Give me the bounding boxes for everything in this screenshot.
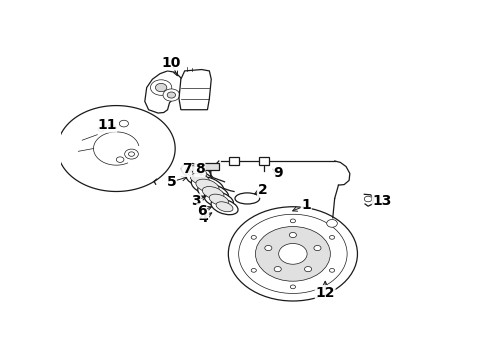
- Text: 9: 9: [273, 166, 283, 180]
- Ellipse shape: [209, 194, 228, 206]
- Ellipse shape: [204, 191, 234, 208]
- Circle shape: [274, 266, 281, 272]
- Ellipse shape: [181, 163, 211, 181]
- Text: 3: 3: [191, 194, 201, 208]
- Circle shape: [364, 196, 372, 202]
- Ellipse shape: [186, 171, 214, 187]
- Circle shape: [304, 266, 312, 272]
- Text: 6: 6: [197, 204, 207, 218]
- Circle shape: [255, 226, 330, 281]
- Circle shape: [290, 219, 295, 223]
- Ellipse shape: [202, 186, 224, 199]
- Text: 8: 8: [195, 162, 205, 176]
- Ellipse shape: [235, 193, 260, 204]
- Circle shape: [290, 285, 295, 289]
- Circle shape: [251, 235, 256, 239]
- Text: 5: 5: [167, 175, 176, 189]
- Text: 7: 7: [182, 162, 192, 176]
- Text: 4: 4: [199, 211, 209, 225]
- Text: 13: 13: [372, 194, 392, 208]
- FancyBboxPatch shape: [203, 163, 219, 170]
- Text: 10: 10: [162, 55, 181, 69]
- Polygon shape: [179, 69, 211, 110]
- Text: 2: 2: [258, 183, 268, 197]
- Circle shape: [241, 194, 253, 203]
- Ellipse shape: [198, 184, 228, 202]
- Circle shape: [155, 84, 167, 92]
- Circle shape: [150, 80, 172, 95]
- Circle shape: [228, 207, 358, 301]
- Circle shape: [265, 246, 272, 251]
- Ellipse shape: [191, 176, 223, 195]
- FancyBboxPatch shape: [260, 157, 270, 165]
- Circle shape: [290, 233, 296, 238]
- Ellipse shape: [216, 202, 233, 212]
- Text: 1: 1: [301, 198, 311, 212]
- Circle shape: [251, 269, 256, 272]
- Circle shape: [279, 243, 307, 264]
- Circle shape: [314, 246, 321, 251]
- FancyBboxPatch shape: [229, 157, 239, 165]
- Circle shape: [327, 220, 337, 227]
- Text: 11: 11: [97, 118, 117, 132]
- Circle shape: [163, 89, 180, 101]
- Circle shape: [167, 92, 175, 98]
- Ellipse shape: [185, 166, 207, 179]
- Circle shape: [239, 214, 347, 293]
- Text: 12: 12: [316, 286, 335, 300]
- Circle shape: [329, 269, 335, 272]
- Ellipse shape: [190, 174, 210, 185]
- Polygon shape: [145, 71, 183, 113]
- Ellipse shape: [211, 199, 238, 215]
- Ellipse shape: [196, 179, 219, 193]
- Circle shape: [329, 235, 335, 239]
